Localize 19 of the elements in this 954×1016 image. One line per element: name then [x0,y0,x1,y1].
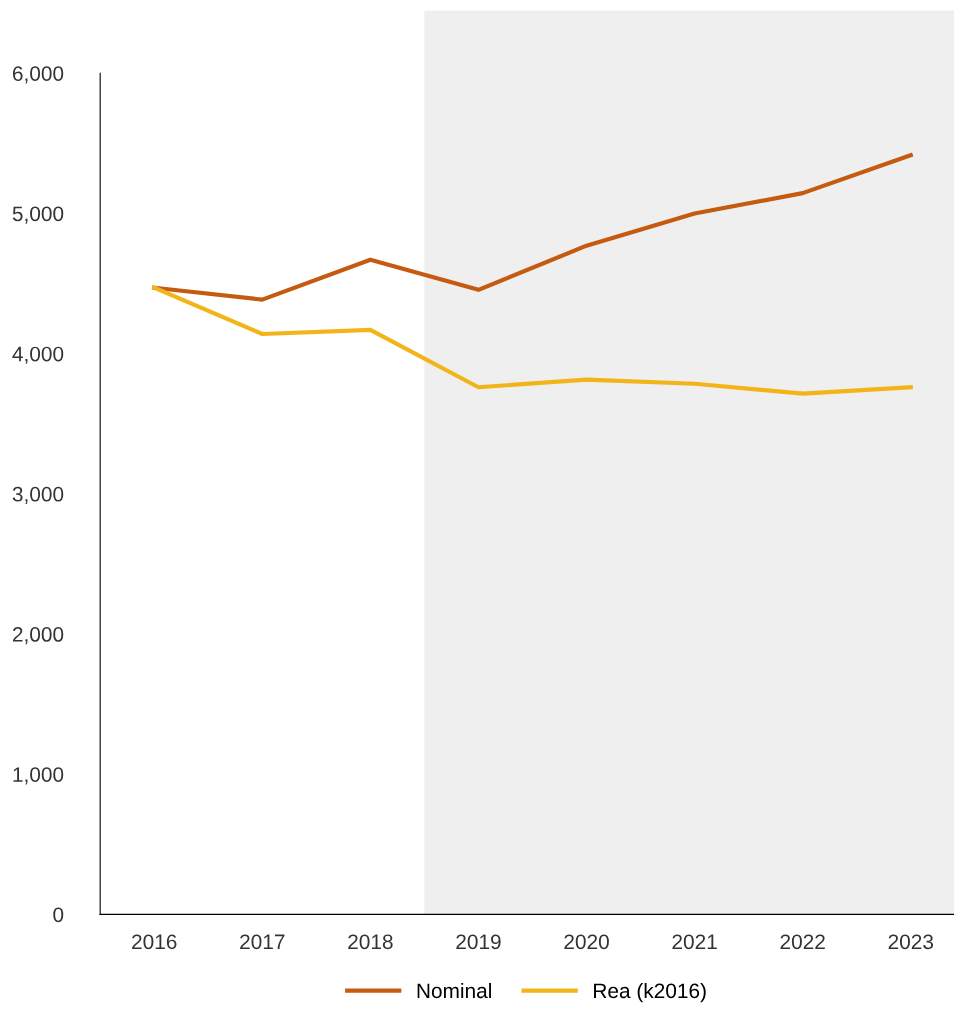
x-tick-label: 2020 [564,934,609,950]
x-tick-label: 2018 [348,934,393,950]
legend-label: Nominal [417,982,491,999]
y-tick-label: 1,000 [13,767,64,785]
x-tick-label: 2017 [240,934,285,950]
line-series [152,153,913,302]
x-tick-label: 2016 [132,934,177,950]
line-series [152,285,913,396]
legend-label: Rea (k2016) [594,982,706,1003]
x-tick-label: 2022 [780,934,825,950]
y-tick-label: 4,000 [12,346,64,364]
y-tick-label: 0 [53,907,64,923]
y-tick-label: 2,000 [12,627,64,645]
x-tick-label: 2023 [888,934,934,950]
y-tick-label: 5,000 [12,206,64,224]
y-tick-label: 3,000 [12,486,64,505]
x-tick-label: 2019 [456,934,501,950]
y-tick-label: 6,000 [12,66,64,84]
x-tick-label: 2021 [672,934,717,950]
